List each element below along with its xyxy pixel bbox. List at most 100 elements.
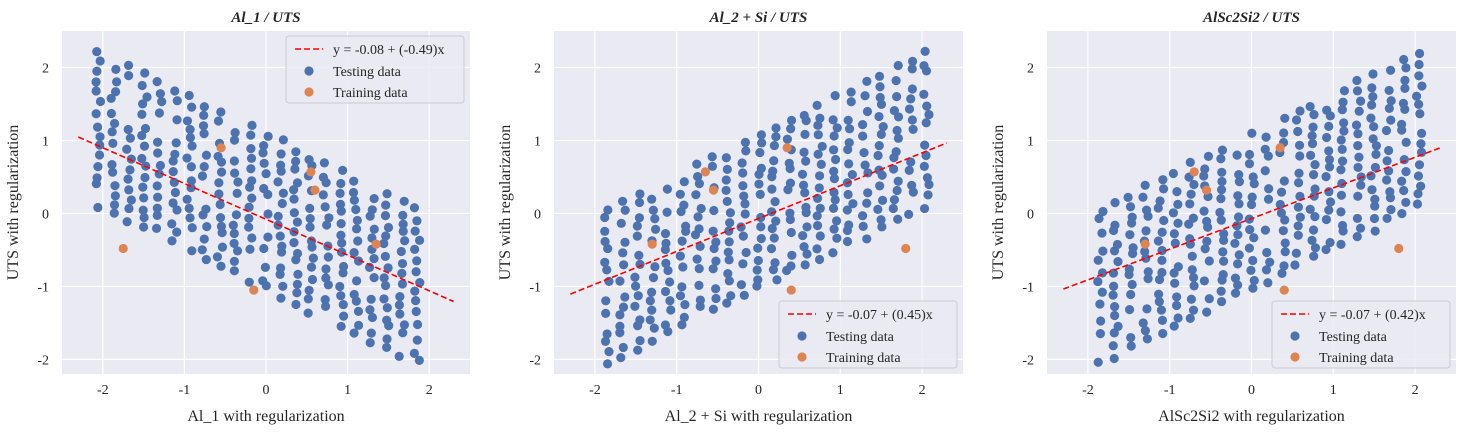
- testing-point: [153, 148, 163, 158]
- testing-point: [846, 87, 856, 97]
- fit-line: [570, 142, 947, 295]
- testing-point: [1216, 286, 1226, 296]
- testing-point: [1353, 191, 1363, 201]
- testing-point: [1307, 139, 1318, 149]
- testing-point: [1124, 305, 1135, 315]
- y-axis-label: UTS with regularization: [5, 125, 22, 281]
- testing-point: [92, 173, 102, 183]
- testing-point: [722, 196, 732, 207]
- testing-point: [1412, 199, 1423, 209]
- training-point: [1140, 239, 1150, 249]
- testing-point: [336, 219, 346, 229]
- testing-point: [1113, 321, 1123, 331]
- testing-point: [787, 250, 797, 260]
- testing-point: [410, 226, 420, 236]
- testing-point: [1173, 262, 1183, 272]
- testing-point: [722, 298, 732, 308]
- testing-point: [167, 219, 177, 229]
- testing-point: [168, 198, 178, 208]
- testing-point: [922, 173, 932, 183]
- testing-point: [1370, 194, 1380, 204]
- testing-point: [738, 259, 748, 269]
- testing-point: [843, 189, 853, 200]
- testing-point: [1336, 135, 1346, 145]
- testing-point: [771, 132, 781, 142]
- testing-point: [138, 99, 148, 109]
- testing-point: [889, 195, 900, 205]
- testing-point: [800, 129, 810, 139]
- testing-point: [1110, 198, 1120, 208]
- testing-point: [1246, 199, 1257, 210]
- testing-point: [1219, 229, 1229, 239]
- testing-point: [260, 262, 270, 272]
- testing-point: [1307, 235, 1317, 245]
- testing-point: [711, 284, 721, 294]
- testing-point: [1352, 231, 1362, 242]
- testing-point: [349, 328, 359, 338]
- testing-point: [336, 178, 346, 189]
- testing-point: [691, 190, 701, 200]
- testing-point: [877, 222, 887, 232]
- testing-point: [893, 60, 903, 71]
- testing-point: [831, 216, 842, 226]
- testing-point: [694, 264, 704, 274]
- testing-point: [1305, 204, 1315, 214]
- testing-point: [1308, 225, 1319, 235]
- testing-point: [106, 93, 116, 104]
- testing-point: [696, 203, 706, 214]
- testing-point: [1338, 97, 1348, 107]
- testing-point: [1280, 247, 1290, 257]
- testing-point: [1400, 83, 1410, 93]
- testing-point: [635, 259, 645, 270]
- testing-point: [1263, 194, 1274, 204]
- testing-point: [1279, 261, 1289, 271]
- x-axis-label: Al_1 with regularization: [187, 408, 344, 425]
- legend: y = -0.07 + (0.45)x Testing data Training …: [778, 300, 958, 369]
- testing-point: [307, 274, 318, 285]
- x-tick-label: 1: [1330, 383, 1337, 398]
- testing-point: [695, 295, 705, 305]
- testing-point: [138, 182, 148, 192]
- testing-points: [1093, 48, 1427, 367]
- y-tick-label: -1: [529, 280, 541, 295]
- testing-point: [1140, 180, 1150, 190]
- testing-point: [1159, 215, 1169, 226]
- testing-point: [187, 223, 197, 233]
- testing-point: [615, 276, 625, 286]
- testing-point: [171, 138, 181, 148]
- testing-point: [337, 238, 347, 248]
- testing-point: [815, 231, 825, 241]
- testing-point: [199, 110, 209, 120]
- testing-point: [1337, 105, 1347, 115]
- testing-point: [185, 124, 195, 135]
- testing-point: [721, 185, 731, 196]
- testing-point: [830, 91, 840, 101]
- testing-point: [399, 320, 410, 330]
- testing-point: [862, 106, 873, 117]
- testing-point: [277, 198, 287, 209]
- testing-point: [1155, 196, 1165, 206]
- testing-point: [1172, 292, 1182, 302]
- testing-point: [1368, 134, 1378, 144]
- testing-point: [801, 156, 811, 166]
- testing-point: [753, 243, 763, 253]
- testing-point: [1234, 170, 1244, 180]
- testing-point: [246, 153, 257, 163]
- testing-point: [229, 135, 240, 145]
- testing-point: [1261, 132, 1271, 142]
- testing-point: [740, 199, 750, 209]
- testing-point: [95, 140, 105, 150]
- testing-point: [1416, 128, 1427, 138]
- y-tick-label: 0: [42, 207, 49, 222]
- testing-point: [109, 200, 120, 210]
- testing-point: [660, 286, 671, 297]
- testing-point: [1169, 321, 1179, 331]
- testing-point: [169, 177, 179, 187]
- testing-point: [229, 156, 239, 166]
- testing-point: [338, 299, 348, 310]
- testing-points: [91, 46, 425, 365]
- testing-point: [768, 265, 779, 275]
- training-point: [371, 239, 381, 249]
- testing-point: [675, 291, 686, 301]
- testing-point: [320, 295, 330, 305]
